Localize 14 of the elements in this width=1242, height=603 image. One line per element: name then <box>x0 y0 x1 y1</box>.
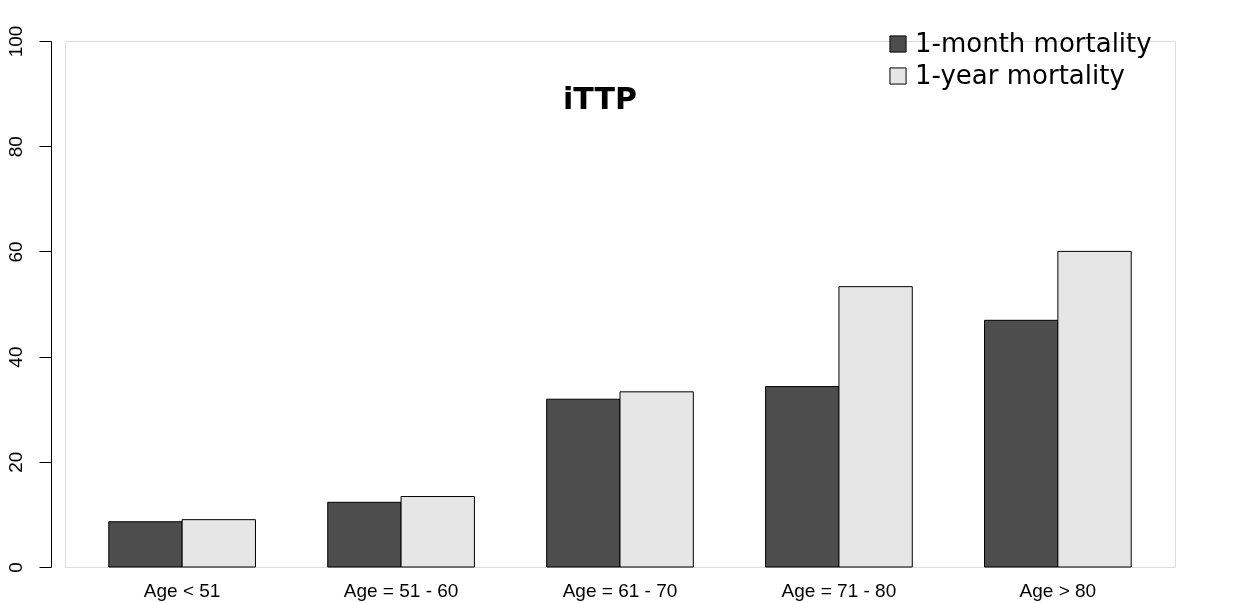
legend-label: 1-year mortality <box>915 60 1125 90</box>
legend-label: 1-month mortality <box>915 28 1152 58</box>
y-tick-label: 80 <box>4 136 26 158</box>
x-tick-label: Age = 61 - 70 <box>562 579 678 601</box>
text: iTTP <box>563 81 637 117</box>
y-tick-label: 60 <box>4 241 26 263</box>
x-tick-label: Age < 51 <box>143 579 221 601</box>
x-tick-label: Age > 80 <box>1019 579 1097 601</box>
y-tick-label: 40 <box>4 346 26 368</box>
x-tick-label: Age = 51 - 60 <box>343 579 459 601</box>
x-tick-label: Age = 71 - 80 <box>781 579 897 601</box>
y-tick-label: 100 <box>4 25 26 58</box>
y-tick-label: 20 <box>4 451 26 473</box>
y-tick-label: 0 <box>4 562 26 573</box>
